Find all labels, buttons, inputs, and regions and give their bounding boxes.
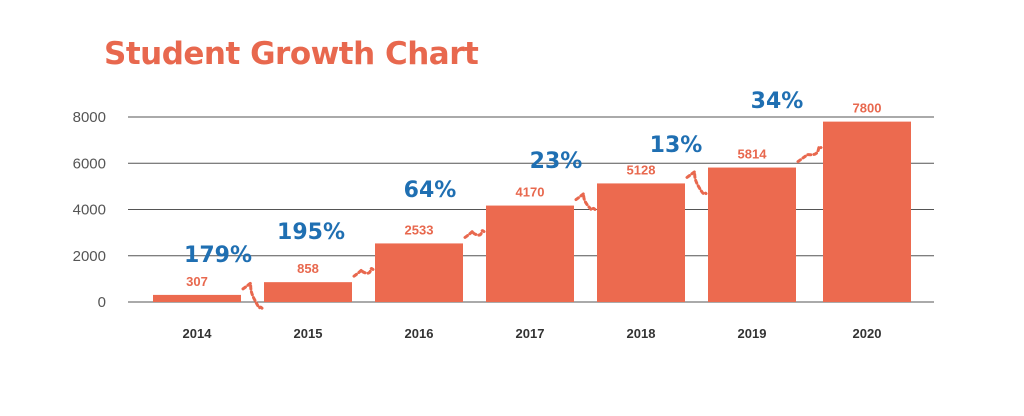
growth-percent-label: 179% [184, 243, 252, 268]
value-labels: 307 858 2533 4170 5128 5814 7800 [186, 101, 881, 289]
growth-connector [796, 145, 823, 164]
bar-value-label: 7800 [853, 101, 882, 116]
bar [375, 243, 463, 302]
growth-connector [352, 267, 375, 278]
growth-connector [463, 229, 486, 239]
x-axis-category-labels: 2014 2015 2016 2017 2018 2019 2020 [183, 326, 882, 341]
category-label: 2020 [853, 326, 882, 341]
growth-connector [685, 170, 708, 196]
growth-percent-label: 64% [404, 178, 457, 203]
bars [153, 121, 911, 302]
y-tick-label: 2000 [73, 248, 106, 265]
bar [597, 183, 685, 302]
growth-labels: 179% 195% 64% 23% 13% 34% [184, 89, 803, 268]
category-label: 2015 [294, 326, 323, 341]
bar [264, 282, 352, 302]
bar [486, 205, 574, 302]
y-tick-label: 8000 [73, 109, 106, 126]
bar-value-label: 307 [186, 274, 208, 289]
category-label: 2018 [627, 326, 656, 341]
growth-percent-label: 13% [650, 133, 703, 158]
bar [708, 167, 796, 302]
category-label: 2016 [405, 326, 434, 341]
bar-value-label: 2533 [405, 222, 434, 237]
bar-value-label: 5814 [738, 147, 768, 162]
growth-percent-label: 23% [530, 149, 583, 174]
y-tick-label: 0 [98, 294, 106, 311]
growth-connector [574, 192, 597, 212]
category-label: 2017 [516, 326, 545, 341]
growth-connectors [241, 145, 823, 310]
bar-value-label: 858 [297, 261, 319, 276]
growth-percent-label: 195% [277, 220, 345, 245]
bar-value-label: 4170 [516, 185, 545, 200]
y-tick-label: 6000 [73, 155, 106, 172]
bar [153, 294, 241, 302]
y-tick-label: 4000 [73, 202, 106, 219]
growth-connector [241, 281, 264, 310]
category-label: 2019 [738, 326, 767, 341]
chart-title: Student Growth Chart [104, 36, 479, 72]
bar [823, 121, 911, 302]
category-label: 2014 [183, 326, 213, 341]
growth-percent-label: 34% [751, 89, 804, 114]
y-axis-tick-labels: 0 2000 4000 6000 8000 [73, 109, 106, 311]
bar-value-label: 5128 [627, 162, 656, 177]
